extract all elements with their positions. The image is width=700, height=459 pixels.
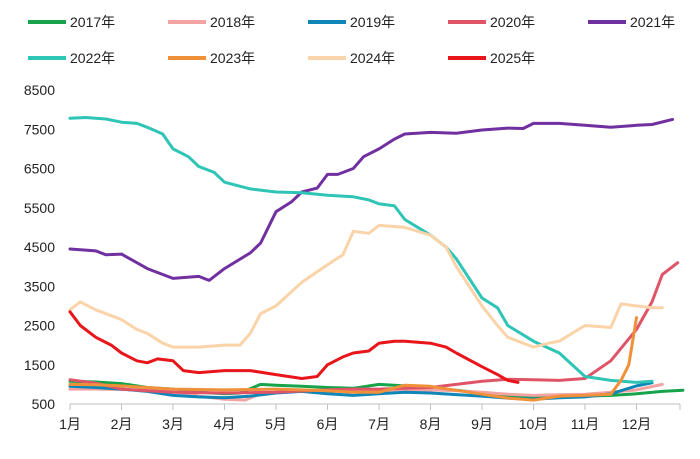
- x-tick-label: 8月: [420, 416, 442, 432]
- legend-label: 2025年: [490, 50, 535, 66]
- series-line-2023年: [68, 316, 638, 402]
- legend-label: 2017年: [70, 14, 115, 30]
- y-tick-label: 6500: [24, 161, 55, 177]
- legend-item: 2022年: [28, 50, 115, 66]
- legend-label: 2019年: [350, 14, 395, 30]
- y-tick-label: 500: [32, 396, 56, 412]
- series-line-2020年: [68, 261, 680, 395]
- x-tick-label: 2月: [111, 416, 133, 432]
- legend-item: 2017年: [28, 14, 115, 30]
- x-tick-label: 4月: [214, 416, 236, 432]
- legend-label: 2022年: [70, 50, 115, 66]
- x-axis: 1月 2月 3月 4月 5月 6月 7月 8月 9月 10月 11月 12月: [59, 403, 681, 432]
- y-tick-label: 3500: [24, 278, 55, 294]
- legend-label: 2024年: [350, 50, 395, 66]
- legend-label: 2021年: [630, 14, 675, 30]
- legend-item: 2018年: [168, 14, 255, 30]
- legend: 2017年 2018年 2019年 2020年 2021年 2022年 2023年 2024年…: [28, 14, 675, 66]
- x-tick-label: 9月: [471, 416, 493, 432]
- series-line-2021年: [68, 117, 674, 282]
- legend-item: 2021年: [588, 14, 675, 30]
- x-tick-label: 3月: [162, 416, 184, 432]
- legend-label: 2018年: [210, 14, 255, 30]
- legend-label: 2020年: [490, 14, 535, 30]
- x-tick-label: 10月: [519, 416, 549, 432]
- legend-label: 2023年: [210, 50, 255, 66]
- legend-item: 2019年: [308, 14, 395, 30]
- x-tick-label: 1月: [59, 416, 81, 432]
- x-tick-label: 7月: [368, 416, 390, 432]
- x-tick-label: 11月: [571, 416, 600, 432]
- series-line-2019年: [68, 381, 654, 401]
- x-tick-label: 6月: [317, 416, 339, 432]
- series-line-2025年: [68, 310, 520, 384]
- legend-item: 2024年: [308, 50, 395, 66]
- x-tick-label: 12月: [622, 416, 652, 432]
- y-axis: 500 1500 2500 3500 4500 5500 6500 7500 8500: [24, 82, 55, 412]
- y-tick-label: 4500: [24, 239, 55, 255]
- y-tick-label: 1500: [24, 357, 55, 373]
- legend-item: 2023年: [168, 50, 255, 66]
- legend-item: 2025年: [448, 50, 535, 66]
- y-tick-label: 5500: [24, 200, 55, 216]
- legend-item: 2020年: [448, 14, 535, 30]
- series-layer: [68, 116, 685, 402]
- x-tick-label: 5月: [265, 416, 287, 432]
- series-line-2024年: [68, 223, 664, 349]
- series-line-2022年: [68, 116, 654, 384]
- y-tick-label: 7500: [24, 121, 55, 137]
- y-tick-label: 8500: [24, 82, 55, 98]
- y-tick-label: 2500: [24, 318, 55, 334]
